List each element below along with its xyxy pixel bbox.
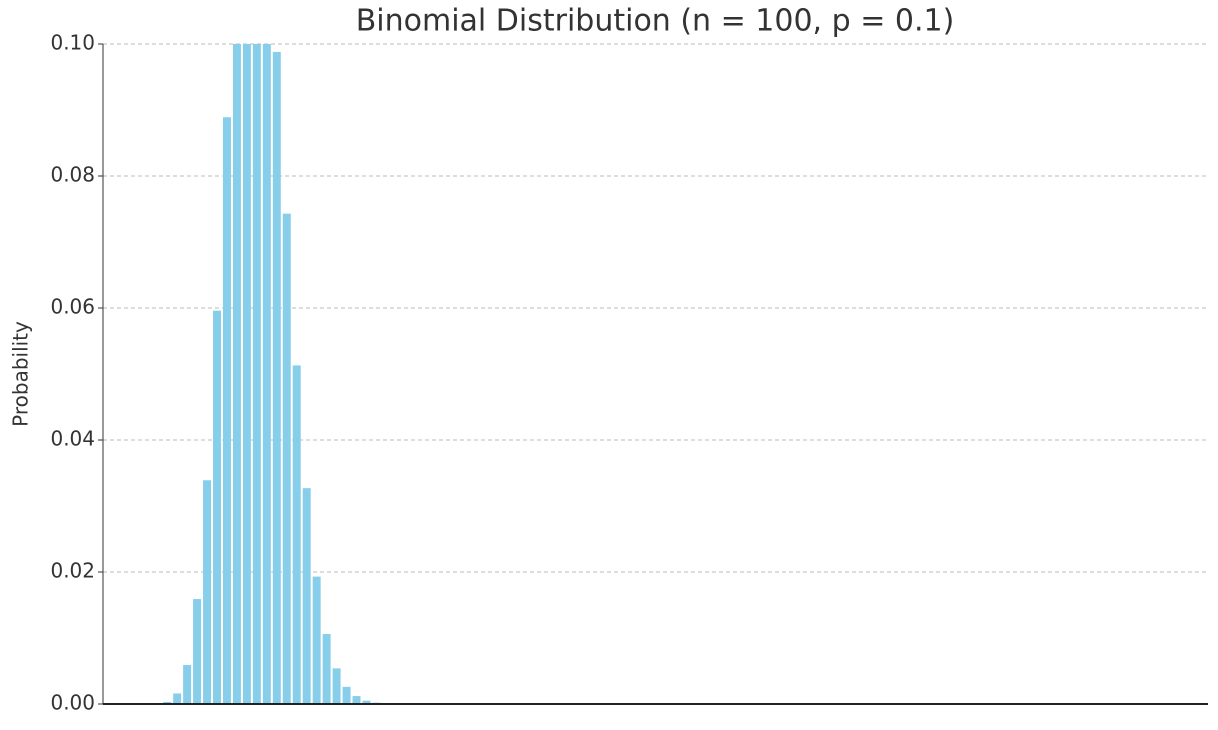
y-axis-label: Probability (9, 321, 33, 427)
y-tick-label: 0.06 (50, 295, 95, 319)
bar (312, 576, 321, 704)
bar (183, 665, 192, 704)
y-tick-label: 0.00 (50, 691, 95, 715)
bar (173, 693, 182, 704)
y-tick-label: 0.04 (50, 427, 95, 451)
bar (292, 365, 301, 704)
bar (362, 700, 371, 704)
bar (332, 668, 341, 704)
y-tick-label: 0.10 (50, 31, 95, 55)
bar (193, 599, 202, 704)
bar (322, 634, 331, 704)
y-tick-label: 0.08 (50, 163, 95, 187)
y-tick-label: 0.02 (50, 559, 95, 583)
bar (232, 44, 241, 704)
bar (342, 686, 351, 704)
bar (242, 44, 251, 704)
bar (213, 310, 221, 704)
bar (252, 44, 261, 704)
bar (282, 213, 291, 704)
bar (302, 488, 311, 704)
bar (262, 44, 271, 704)
bar (222, 117, 231, 704)
bar (272, 51, 281, 704)
bar (203, 480, 212, 704)
chart-title: Binomial Distribution (n = 100, p = 0.1) (356, 4, 955, 39)
bar (352, 696, 361, 704)
